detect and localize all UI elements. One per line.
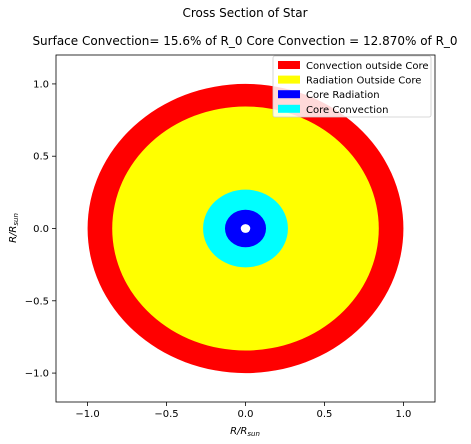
- y-tick-label: −1.0: [25, 369, 49, 380]
- legend-swatch: [278, 75, 300, 84]
- x-tick-label: −0.5: [154, 409, 178, 420]
- legend: Convection outside Core Radiation Outside…: [272, 55, 432, 118]
- x-tick-label: −1.0: [75, 409, 99, 420]
- ring-group: [87, 83, 404, 374]
- center-disk: [240, 224, 251, 233]
- x-tick-group: −1.0 −0.5 0.0 0.5 1.0: [75, 402, 411, 420]
- x-tick-label: 1.0: [395, 409, 411, 420]
- legend-swatch: [278, 61, 300, 69]
- legend-label: Core Radiation: [306, 90, 380, 101]
- y-axis-label: R/Rsun: [8, 213, 20, 243]
- legend-box: [272, 55, 432, 118]
- legend-label: Convection outside Core: [306, 61, 429, 72]
- plot-frame: [55, 54, 436, 403]
- y-tick-group: −1.0 −0.5 0.0 0.5 1.0: [25, 79, 56, 380]
- x-axis-label: R/Rsun: [230, 426, 260, 438]
- legend-swatch: [278, 104, 300, 113]
- y-tick-label: 1.0: [33, 79, 49, 90]
- y-tick-label: −0.5: [25, 296, 49, 307]
- legend-swatch: [278, 90, 300, 99]
- axes-title: Surface Convection= 15.6% of R_0 Core Co…: [32, 34, 457, 48]
- legend-label: Core Convection: [306, 105, 389, 116]
- y-tick-label: 0.5: [33, 152, 49, 163]
- x-tick-label: 0.0: [238, 409, 254, 420]
- x-tick-label: 0.5: [317, 409, 333, 420]
- legend-label: Radiation Outside Core: [306, 76, 421, 87]
- figure-suptitle: Cross Section of Star: [182, 6, 307, 20]
- y-tick-label: 0.0: [33, 224, 49, 235]
